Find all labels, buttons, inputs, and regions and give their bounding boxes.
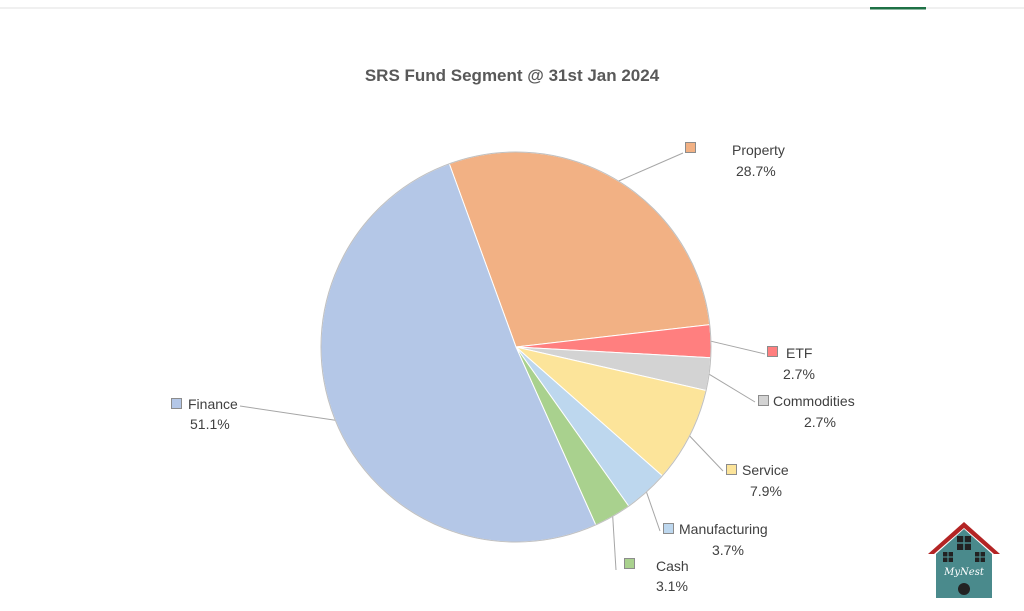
legend-swatch-cash [624,558,635,569]
legend-label-service: Service [742,462,789,478]
data-label-service: 7.9% [750,483,782,499]
legend-swatch-finance [171,398,182,409]
leader-line-cash [612,516,617,571]
data-label-etf: 2.7% [783,366,815,382]
leader-line-finance [239,405,336,421]
pie-outline [320,151,712,543]
legend-swatch-manufacturing [663,523,674,534]
legend-label-manufacturing: Manufacturing [679,521,768,537]
legend-swatch-property [685,142,696,153]
leader-line-service [689,435,724,472]
legend-label-etf: ETF [786,345,813,361]
logo-text: MyNest [943,567,985,578]
sheet-gridlines [0,0,1024,10]
data-label-property: 28.7% [736,163,776,179]
legend-label-property: Property [732,142,785,158]
leader-line-property [618,152,684,182]
data-label-manufacturing: 3.7% [712,542,744,558]
legend-swatch-commodities [758,395,769,406]
data-label-commodities: 2.7% [804,414,836,430]
legend-label-finance: Finance [188,396,238,412]
leader-line-manufacturing [645,491,661,532]
leader-line-commodities [708,373,756,403]
legend-swatch-service [726,464,737,475]
data-label-cash: 3.1% [656,578,688,594]
legend-label-cash: Cash [656,558,689,574]
leader-line-etf [710,340,766,355]
legend-swatch-etf [767,346,778,357]
data-label-finance: 51.1% [190,416,230,432]
chart-title: SRS Fund Segment @ 31st Jan 2024 [364,66,660,85]
mynest-logo: MyNest [926,520,1002,600]
legend-label-commodities: Commodities [773,393,855,409]
